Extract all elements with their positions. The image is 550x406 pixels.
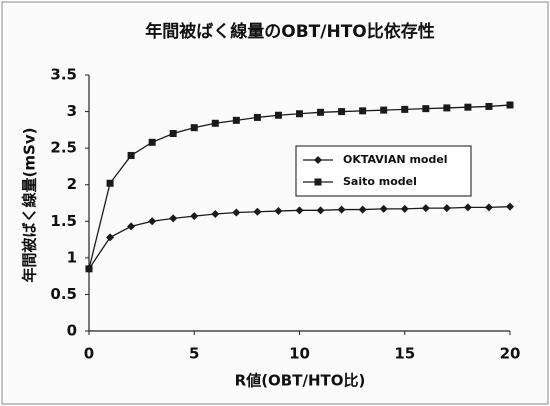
marker	[317, 108, 325, 116]
marker	[169, 130, 177, 138]
x-tick-label: 10	[289, 345, 310, 363]
marker	[274, 111, 282, 119]
legend-text: OKTAVIAN model	[343, 153, 448, 166]
y-tick-label: 2.5	[50, 139, 77, 157]
marker	[421, 204, 430, 213]
legend-box	[295, 145, 472, 197]
marker	[314, 156, 322, 164]
y-axis-label: 年間被ばく線量(mSv)	[21, 128, 39, 283]
marker	[232, 208, 241, 217]
marker	[190, 124, 198, 132]
y-tick-label: 1.5	[50, 212, 77, 230]
marker	[253, 207, 262, 216]
x-tick-label: 20	[500, 345, 521, 363]
chart-title: 年間被ばく線量のOBT/HTO比依存性	[145, 21, 435, 42]
marker	[506, 101, 514, 109]
legend-text: Saito model	[343, 175, 417, 188]
marker	[463, 203, 472, 212]
marker	[338, 108, 346, 116]
marker	[380, 106, 388, 114]
y-tick-label: 0.5	[50, 285, 77, 303]
marker	[443, 104, 451, 112]
legend: OKTAVIAN model Saito model	[295, 145, 472, 197]
x-tick-label: 15	[394, 345, 415, 363]
marker	[358, 205, 367, 214]
marker	[359, 107, 367, 115]
y-tick-label: 3	[67, 102, 77, 120]
marker	[379, 204, 388, 213]
marker	[422, 105, 430, 113]
marker	[485, 102, 493, 110]
marker	[127, 151, 135, 159]
x-axis-label: R値(OBT/HTO比)	[235, 372, 366, 390]
marker	[296, 110, 303, 118]
marker	[169, 214, 178, 223]
marker	[316, 206, 325, 215]
marker	[148, 138, 156, 146]
marker	[401, 105, 409, 113]
marker	[106, 179, 114, 187]
marker	[274, 207, 283, 216]
marker	[106, 233, 115, 242]
marker	[464, 103, 472, 111]
x-tick-label: 0	[84, 345, 94, 363]
marker	[190, 212, 199, 221]
y-tick-label: 0	[67, 322, 77, 340]
y-tick-label: 1	[67, 248, 77, 266]
marker	[400, 204, 409, 213]
marker	[127, 222, 136, 231]
marker	[506, 202, 514, 211]
marker	[211, 119, 219, 127]
marker	[211, 209, 220, 218]
marker	[484, 203, 493, 212]
marker	[442, 204, 451, 213]
marker	[337, 205, 346, 214]
x-tick-label: 5	[189, 345, 199, 363]
marker	[148, 217, 157, 226]
marker	[295, 206, 304, 215]
y-tick-label: 2	[67, 175, 77, 193]
marker	[314, 178, 322, 186]
y-tick-label: 3.5	[50, 66, 77, 84]
marker	[253, 113, 261, 121]
marker	[232, 116, 240, 124]
marker	[85, 265, 93, 273]
